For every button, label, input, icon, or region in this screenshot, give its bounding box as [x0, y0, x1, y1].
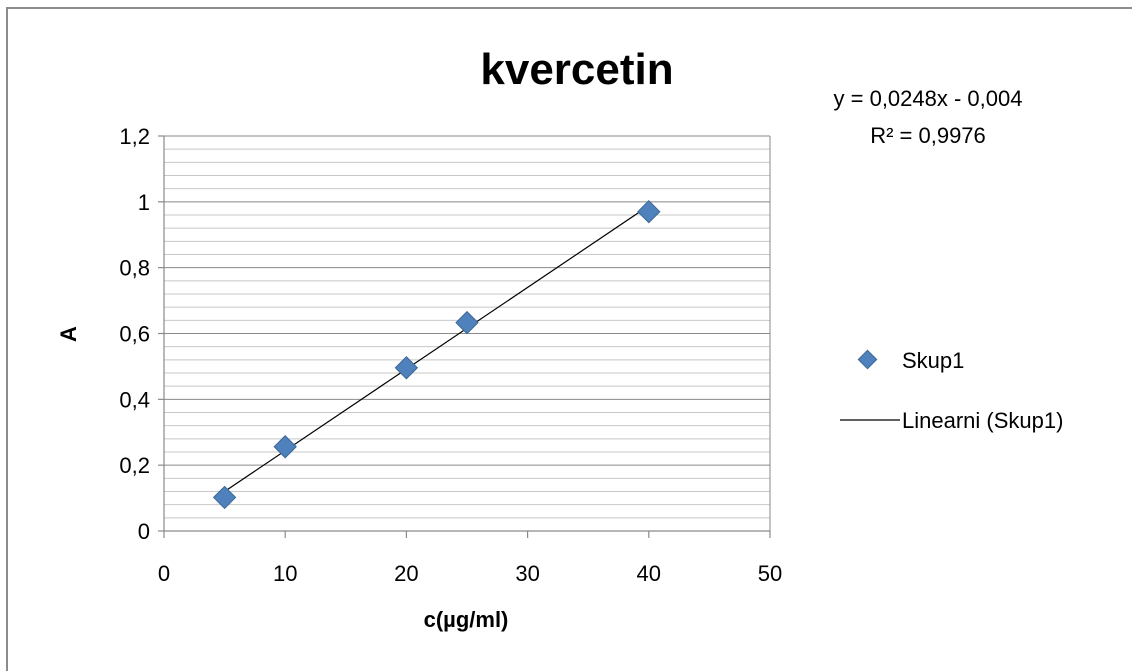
x-tick-label: 20 — [394, 561, 418, 586]
ticks-layer: 0 0,2 0,4 0,6 0,8 1 1,2 0 10 20 30 40 50 — [119, 124, 782, 586]
x-tick-label: 50 — [758, 561, 782, 586]
legend: Skup1 Linearni (Skup1) — [840, 348, 1063, 433]
x-tick-label: 0 — [158, 561, 170, 586]
trendline-layer — [224, 205, 650, 492]
data-point — [273, 435, 297, 459]
x-tick-label: 10 — [273, 561, 297, 586]
x-tick-label: 40 — [637, 561, 661, 586]
y-tick-label: 0 — [138, 519, 150, 544]
y-tick-label: 0,4 — [119, 387, 150, 412]
y-tick-label: 0,8 — [119, 256, 150, 281]
y-tick-label: 1,2 — [119, 124, 150, 149]
y-tick-label: 1 — [138, 190, 150, 215]
x-tick-label: 30 — [515, 561, 539, 586]
chart-title: kvercetin — [480, 45, 673, 94]
data-point — [394, 356, 419, 380]
trendline-r-squared: R² = 0,9976 — [870, 123, 986, 148]
trendline-equation: y = 0,0248x - 0,004 — [834, 86, 1023, 111]
legend-marker-diamond-icon — [857, 349, 878, 370]
x-axis-label: c(µg/ml) — [424, 607, 509, 632]
y-tick-label: 0,2 — [119, 453, 150, 478]
y-tick-label: 0,6 — [119, 322, 150, 347]
data-point — [637, 200, 661, 224]
legend-series-label: Skup1 — [902, 348, 964, 373]
trendline — [224, 205, 650, 492]
points-layer — [212, 200, 661, 510]
legend-trendline-label: Linearni (Skup1) — [902, 408, 1063, 433]
y-axis-label: A — [56, 326, 81, 342]
data-point — [212, 485, 237, 510]
data-point — [455, 310, 479, 335]
